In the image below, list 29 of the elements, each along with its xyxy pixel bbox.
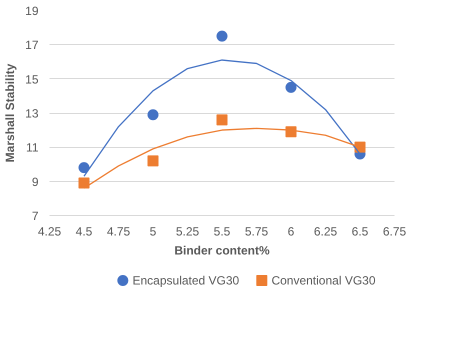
x-tick-label: 4.5 <box>76 224 93 238</box>
x-axis-title: Binder content% <box>174 244 270 258</box>
x-tick-label: 5 <box>150 224 157 238</box>
point <box>286 82 296 93</box>
x-tick-label: 4.25 <box>38 224 62 238</box>
y-tick-label: 15 <box>25 72 39 86</box>
x-tick-label: 6.5 <box>352 224 369 238</box>
y-tick-label: 19 <box>25 4 39 18</box>
x-tick-label: 4.75 <box>106 224 131 238</box>
point <box>216 30 228 42</box>
x-tick-label: 6.75 <box>382 224 407 238</box>
point <box>216 114 228 126</box>
y-tick-label: 17 <box>25 38 39 52</box>
y-tick-label: 11 <box>26 140 39 155</box>
x-tick-label: 5.25 <box>176 224 200 238</box>
y-tick-label: 7 <box>32 209 39 223</box>
legend-label: Conventional VG30 <box>271 274 376 288</box>
point <box>148 109 158 120</box>
point <box>78 162 90 174</box>
x-tick-label: 6 <box>288 224 295 238</box>
x-tick-label: 5.75 <box>244 224 269 238</box>
legend-label: Encapsulated VG30 <box>132 274 240 288</box>
point <box>78 178 90 189</box>
x-tick-label: 6.25 <box>314 224 338 238</box>
x-tick-label: 5.5 <box>214 224 231 238</box>
y-tick-label: 9 <box>32 174 39 189</box>
y-tick-label: 13 <box>25 106 39 120</box>
y-axis-title: Marshall Stability <box>3 63 18 162</box>
point <box>148 155 158 166</box>
